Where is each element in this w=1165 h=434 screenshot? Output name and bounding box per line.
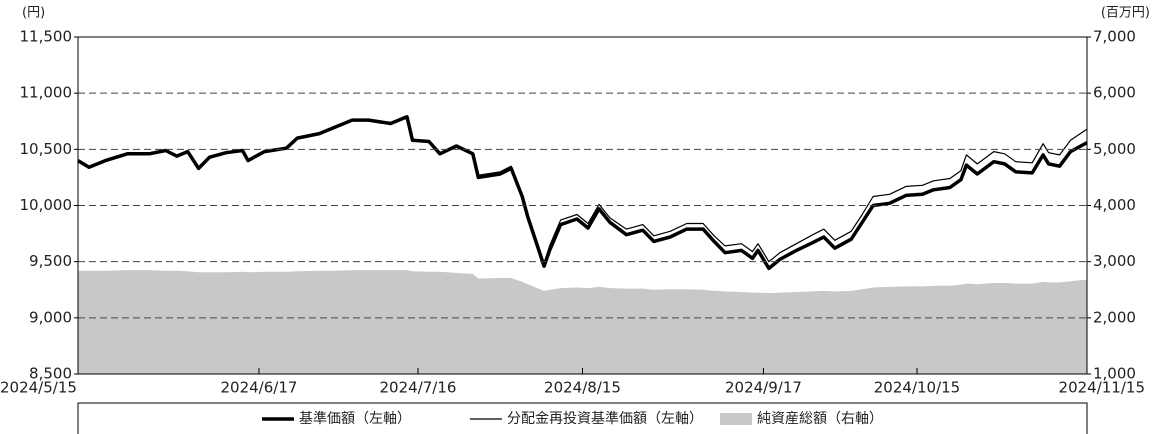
x-tick-label: 2024/10/15	[874, 379, 960, 397]
y2-tick-label: 6,000	[1093, 84, 1136, 102]
legend-swatch	[720, 413, 752, 425]
y-tick-label: 11,500	[20, 28, 73, 46]
y-tick-label: 9,000	[29, 308, 72, 326]
x-tick-label: 2024/11/15	[1059, 379, 1145, 397]
x-tick-label: 2024/8/15	[544, 379, 621, 397]
y2-tick-label: 4,000	[1093, 196, 1136, 214]
legend-box	[77, 402, 1088, 434]
y-tick-label: 9,500	[29, 252, 72, 270]
y2-tick-label: 5,000	[1093, 140, 1136, 158]
y2-tick-label: 2,000	[1093, 308, 1136, 326]
y-tick-label: 10,000	[20, 196, 73, 214]
y2-tick-label: 3,000	[1093, 252, 1136, 270]
y2-tick-label: 1,000	[1093, 365, 1136, 383]
y-tick-label: 11,000	[20, 84, 73, 102]
y-tick-label: 8,500	[29, 365, 72, 383]
x-tick-label: 2024/5/15	[0, 379, 77, 397]
legend-label: 基準価額（左軸）	[299, 410, 411, 427]
y2-tick-label: 7,000	[1093, 28, 1136, 46]
y-axis-label: (円)	[22, 6, 45, 21]
x-tick-label: 2024/6/17	[221, 379, 298, 397]
y-tick-label: 10,500	[20, 140, 73, 158]
line	[77, 115, 1088, 271]
line	[77, 116, 1088, 264]
x-tick-label: 2024/9/17	[725, 379, 802, 397]
x-tick-label: 2024/7/16	[380, 379, 457, 397]
legend-label: 純資産総額（右軸）	[757, 411, 883, 427]
y2-axis-label: (百万円)	[1101, 6, 1150, 21]
area	[78, 270, 1087, 374]
legend-label: 分配金再投資基準価額（左軸）	[507, 410, 703, 427]
plot-frame	[77, 36, 1088, 375]
